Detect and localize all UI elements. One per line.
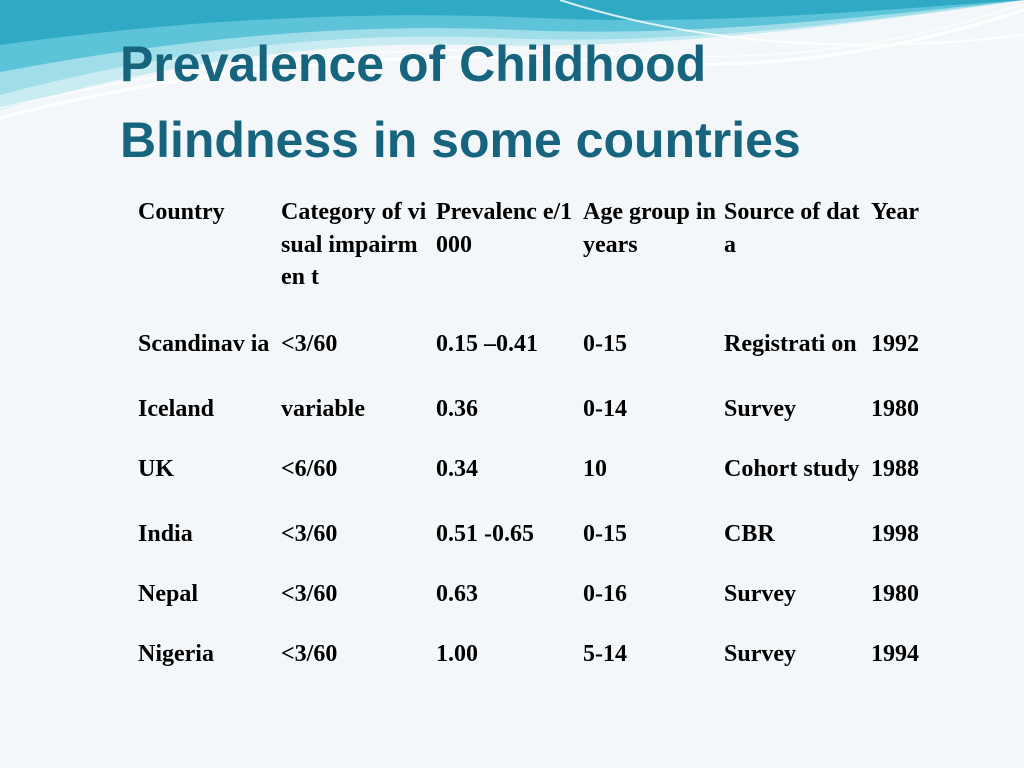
cell-country: UK	[138, 456, 174, 482]
cell-age-group: 0-15	[583, 521, 627, 547]
prevalence-table: Country Category of visual impairmen t P…	[130, 196, 941, 698]
cell-year: 1994	[871, 641, 919, 667]
header-prevalence: Prevalenc e/1000	[436, 199, 573, 258]
cell-category: <3/60	[281, 331, 338, 357]
slide-title-line-1: Prevalence of Childhood	[120, 36, 707, 92]
header-category: Category of visual impairmen t	[281, 199, 427, 290]
header-age-group: Age group in years	[583, 199, 716, 258]
cell-prevalence: 0.63	[436, 581, 478, 607]
header-wave-decoration	[0, 0, 1024, 120]
table-row: Nepal <3/60 0.63 0-16 Survey 1980	[130, 578, 941, 638]
cell-country: Scandinav ia	[138, 331, 270, 357]
cell-country: Nepal	[138, 581, 198, 607]
header-year: Year	[871, 199, 919, 225]
cell-age-group: 0-15	[583, 331, 627, 357]
cell-category: <3/60	[281, 641, 338, 667]
cell-age-group: 0-16	[583, 581, 627, 607]
table-row: Nigeria <3/60 1.00 5-14 Survey 1994	[130, 638, 941, 698]
cell-prevalence: 0.36	[436, 396, 478, 422]
cell-prevalence: 0.51 -0.65	[436, 521, 534, 547]
cell-category: variable	[281, 396, 365, 422]
cell-age-group: 5-14	[583, 641, 627, 667]
cell-prevalence: 0.15 –0.41	[436, 331, 538, 357]
cell-year: 1980	[871, 581, 919, 607]
cell-source: Cohort study	[724, 456, 860, 482]
cell-country: India	[138, 521, 193, 547]
table-row: Scandinav ia <3/60 0.15 –0.41 0-15 Regis…	[130, 328, 941, 393]
cell-prevalence: 1.00	[436, 641, 478, 667]
cell-year: 1988	[871, 456, 919, 482]
slide-title: Prevalence of Childhood Blindness in som…	[120, 26, 980, 178]
cell-category: <3/60	[281, 521, 338, 547]
cell-source: Registrati on	[724, 331, 857, 357]
table-row: Iceland variable 0.36 0-14 Survey 1980	[130, 393, 941, 453]
table-row: UK <6/60 0.34 10 Cohort study 1988	[130, 453, 941, 518]
cell-country: Iceland	[138, 396, 215, 422]
cell-year: 1992	[871, 331, 919, 357]
cell-country: Nigeria	[138, 641, 214, 667]
header-source: Source of data	[724, 199, 860, 258]
cell-prevalence: 0.34	[436, 456, 478, 482]
table-row: India <3/60 0.51 -0.65 0-15 CBR 1998	[130, 518, 941, 578]
cell-source: CBR	[724, 521, 775, 547]
cell-year: 1980	[871, 396, 919, 422]
cell-age-group: 0-14	[583, 396, 627, 422]
cell-category: <6/60	[281, 456, 338, 482]
header-country: Country	[138, 199, 225, 225]
cell-age-group: 10	[583, 456, 607, 482]
cell-source: Survey	[724, 581, 796, 607]
cell-source: Survey	[724, 641, 796, 667]
slide-title-line-2: Blindness in some countries	[120, 112, 801, 168]
cell-source: Survey	[724, 396, 796, 422]
table-header-row: Country Category of visual impairmen t P…	[130, 196, 941, 328]
cell-category: <3/60	[281, 581, 338, 607]
cell-year: 1998	[871, 521, 919, 547]
